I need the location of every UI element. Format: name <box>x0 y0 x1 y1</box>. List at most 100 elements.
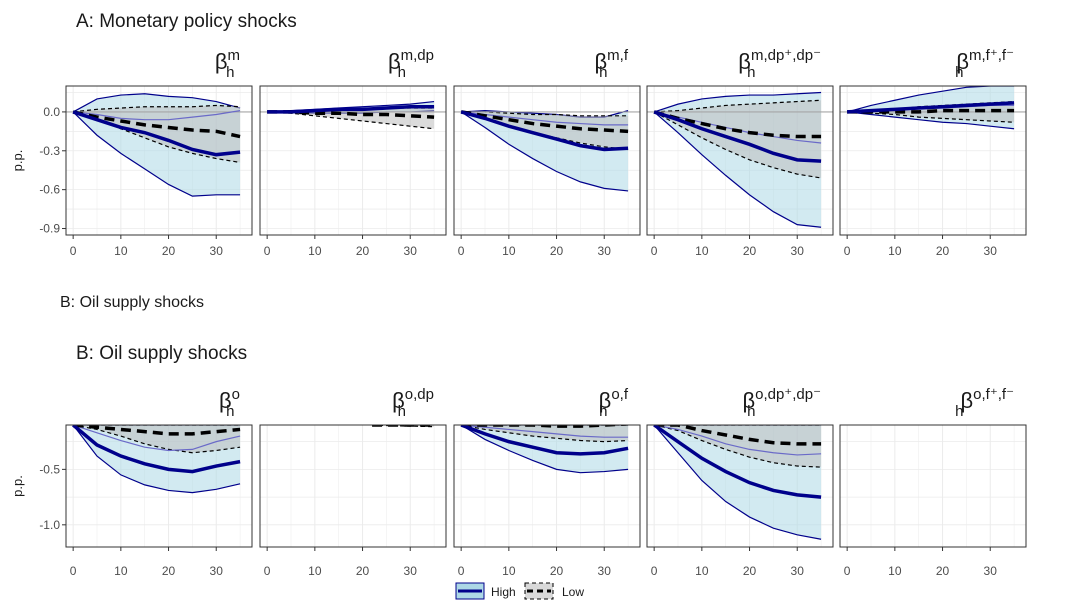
facet-label-base: β <box>738 49 751 74</box>
facet-label-base: β <box>599 388 612 413</box>
high-alt-line <box>654 425 822 456</box>
high-band-lower-bound <box>72 111 241 197</box>
facet-label: βm,dp h <box>388 47 434 81</box>
x-tick-label: 30 <box>984 244 998 258</box>
facet-label-superscript: o,f <box>611 386 629 403</box>
facet-label-subscript: h <box>747 403 755 420</box>
x-tick-label: 30 <box>404 564 418 578</box>
panel-border <box>839 424 1027 548</box>
facet-label-superscript: o <box>232 386 240 403</box>
high-line <box>267 104 435 114</box>
x-tick-label: 20 <box>550 564 564 578</box>
x-tick-label: 30 <box>984 564 998 578</box>
x-tick-label: 10 <box>888 564 902 578</box>
y-tick-label: -1.0 <box>39 518 60 532</box>
panel-content <box>72 425 241 494</box>
low-line <box>267 110 435 119</box>
facet-label-base: β <box>392 388 405 413</box>
low-line <box>72 425 241 436</box>
x-tick-label: 10 <box>114 244 128 258</box>
x-tick-label: 20 <box>162 564 176 578</box>
y-tick-label: -0.3 <box>39 144 60 158</box>
panel-background <box>840 425 1026 547</box>
x-tick-label: 30 <box>404 244 418 258</box>
high-line <box>653 425 822 499</box>
legend-high-label: High <box>491 585 516 599</box>
panel-border <box>646 424 834 548</box>
x-tick-label: 30 <box>210 564 224 578</box>
section-b-subtitle: B: Oil supply shocks <box>60 294 204 311</box>
x-tick-label: 0 <box>458 564 465 578</box>
facet-label-subscript: h <box>955 64 963 81</box>
high-line <box>460 425 629 456</box>
facet-label-superscript: m,f <box>607 47 629 64</box>
x-tick-label: 0 <box>70 244 77 258</box>
facet-label-base: β <box>960 388 973 413</box>
x-tick-label: 20 <box>356 564 370 578</box>
panel-border <box>453 85 641 236</box>
facet-label: βm,dp⁺,dp⁻ h <box>738 47 821 81</box>
low-band-fill <box>73 105 241 163</box>
high-band-lower-bound <box>460 425 629 474</box>
low-band-lower-bound <box>461 425 629 443</box>
x-tick-label: 10 <box>114 564 128 578</box>
facet-label: βm,f⁺,f⁻ h <box>955 47 1014 81</box>
facet-label-superscript: m,f⁺,f⁻ <box>969 47 1014 64</box>
facet-label: βo,f⁺,f⁻ h <box>955 386 1014 420</box>
y-axis-label: p.p. <box>10 475 25 497</box>
facet-label-subscript: h <box>599 64 607 81</box>
panel-content <box>460 425 629 474</box>
facet-label-superscript: o,f⁺,f⁻ <box>973 386 1014 403</box>
panel-grid <box>840 425 1026 547</box>
facet-label-subscript: h <box>955 403 963 420</box>
high-line <box>653 110 822 163</box>
high-band-upper-bound <box>72 93 241 113</box>
x-tick-label: 20 <box>936 564 950 578</box>
high-line <box>847 101 1015 114</box>
low-line <box>847 108 1015 114</box>
facet-label: βo h <box>219 386 240 420</box>
facet-label: βo,dp h <box>392 386 434 420</box>
facet-label-superscript: o,dp <box>405 386 434 403</box>
x-tick-label: 30 <box>791 244 805 258</box>
high-band-upper-bound <box>653 91 822 113</box>
y-axis-label: p.p. <box>10 150 25 172</box>
x-tick-label: 10 <box>502 564 516 578</box>
high-alt-line <box>73 110 241 121</box>
facet-label: βm h <box>215 47 240 81</box>
x-tick-label: 10 <box>502 244 516 258</box>
facet-label-subscript: h <box>226 64 234 81</box>
high-line <box>72 110 241 157</box>
panel-a-4: 0 10 20 30 βm,dp⁺,dp⁻ h <box>646 47 834 258</box>
x-tick-label: 0 <box>651 244 658 258</box>
facet-label-subscript: h <box>226 403 234 420</box>
legend: High Low <box>455 582 584 600</box>
panel-a-5: 0 10 20 30 βm,f⁺,f⁻ h <box>839 47 1027 258</box>
facet-label: βo,f h <box>599 386 629 420</box>
high-band-lower-bound <box>847 111 1015 130</box>
panel-border <box>259 424 447 548</box>
panel-content <box>647 91 833 228</box>
y-tick-label: 0.0 <box>43 105 60 119</box>
panel-content <box>66 93 252 197</box>
facet-label-superscript: m <box>228 47 241 64</box>
x-tick-label: 0 <box>651 564 658 578</box>
panel-b-4: 0 10 20 30 βo,dp⁺,dp⁻ h <box>646 386 834 578</box>
low-band-fill <box>461 111 629 150</box>
panel-a-1: 0 10 20 30 βm h <box>65 47 253 258</box>
x-tick-label: 30 <box>791 564 805 578</box>
x-tick-label: 30 <box>210 244 224 258</box>
low-band-fill <box>73 425 241 453</box>
facet-label-base: β <box>595 49 608 74</box>
panel-content <box>653 425 822 540</box>
panel-border <box>259 85 447 236</box>
low-line <box>72 110 241 139</box>
low-line <box>653 110 822 139</box>
facet-label: βo,dp⁺,dp⁻ h <box>742 386 821 420</box>
panel-content <box>840 86 1026 130</box>
facet-label-superscript: m,dp <box>401 47 434 64</box>
high-band-lower-bound <box>653 425 822 540</box>
panel-content <box>260 100 446 130</box>
